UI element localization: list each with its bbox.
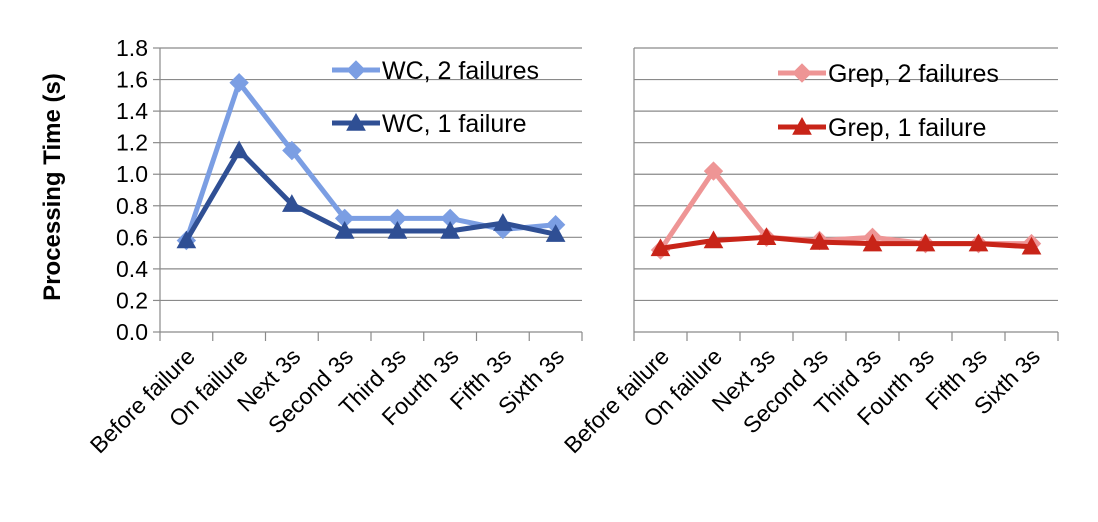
data-point <box>650 238 671 257</box>
data-point <box>493 213 513 231</box>
data-point <box>440 220 460 239</box>
legend-swatch-marker <box>792 116 812 135</box>
data-point <box>229 140 249 159</box>
legend-label: WC, 2 failures <box>382 57 539 85</box>
series-line <box>660 234 1032 251</box>
data-point <box>862 233 883 252</box>
y-tick-label: 0.8 <box>116 193 148 219</box>
legend-swatch-marker <box>792 63 812 83</box>
data-point <box>703 161 724 181</box>
y-tick-label: 0.2 <box>116 287 148 313</box>
y-tick-label: 0.0 <box>116 319 148 345</box>
data-point <box>387 220 408 239</box>
y-axis-title: Processing Time (s) <box>39 73 66 301</box>
y-tick-label: 1.6 <box>116 67 148 93</box>
series-line <box>184 148 557 242</box>
legend-label: Grep, 2 failures <box>828 60 999 88</box>
y-tick-label: 1.2 <box>116 130 148 156</box>
legend-swatch-marker <box>346 60 366 80</box>
data-point <box>703 230 724 249</box>
legend-label: Grep, 1 failure <box>828 114 986 142</box>
data-point <box>229 73 249 93</box>
data-point <box>176 230 197 249</box>
data-point <box>968 233 989 252</box>
legend-swatch-marker <box>346 112 366 131</box>
y-tick-label: 0.4 <box>116 256 148 282</box>
y-tick-label: 1.8 <box>116 35 148 61</box>
data-point <box>915 233 936 252</box>
y-tick-label: 0.6 <box>116 224 148 250</box>
y-tick-label: 1.0 <box>116 161 148 187</box>
y-tick-label: 1.4 <box>116 98 148 124</box>
series-line <box>184 80 556 242</box>
data-point <box>545 224 566 242</box>
data-point <box>809 232 830 250</box>
data-point <box>282 140 302 161</box>
legend-label: WC, 1 failure <box>382 110 526 138</box>
data-point <box>334 220 355 239</box>
data-point <box>1021 236 1042 255</box>
data-point <box>756 227 777 246</box>
data-point <box>282 194 302 212</box>
